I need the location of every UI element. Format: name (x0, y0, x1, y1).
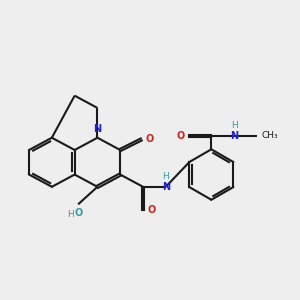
Text: O: O (147, 205, 155, 214)
Text: N: N (93, 124, 101, 134)
Text: CH₃: CH₃ (261, 131, 278, 140)
Text: H: H (231, 122, 238, 130)
Text: O: O (74, 208, 82, 218)
Text: N: N (162, 182, 170, 192)
Text: O: O (146, 134, 154, 145)
Text: N: N (230, 131, 238, 141)
Text: H: H (162, 172, 169, 181)
Text: H: H (67, 210, 74, 219)
Text: O: O (176, 131, 184, 141)
